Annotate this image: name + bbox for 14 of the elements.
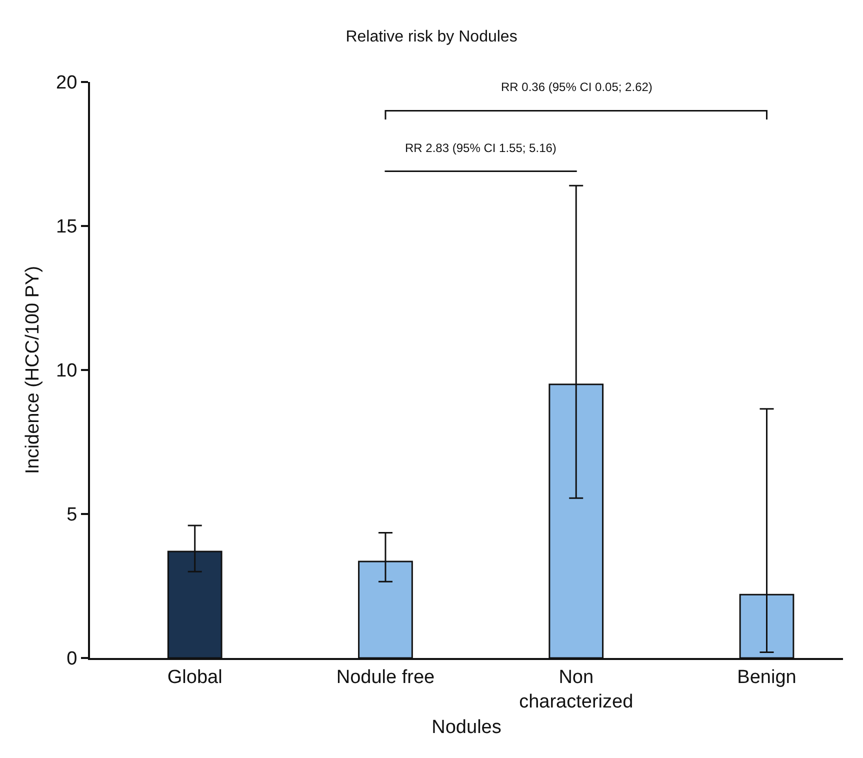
annotation: RR 2.83 (95% CI 1.55; 5.16) (405, 141, 556, 155)
y-tick-label: 10 (56, 360, 78, 382)
y-tick-label: 15 (56, 216, 78, 238)
x-tick-label: Benign (737, 666, 796, 688)
y-tick-label: 20 (56, 72, 78, 94)
chart-title: Relative risk by Nodules (346, 28, 518, 46)
y-tick-label: 5 (66, 504, 78, 526)
x-tick-label: Non characterized (519, 666, 634, 712)
x-tick-label: Global (167, 666, 222, 688)
y-tick-label: 0 (66, 648, 78, 670)
y-axis-title: Incidence (HCC/100 PY) (22, 266, 44, 474)
x-axis-title: Nodules (432, 716, 502, 738)
annotation: RR 0.36 (95% CI 0.05; 2.62) (501, 80, 652, 94)
x-tick-label: Nodule free (336, 666, 435, 688)
